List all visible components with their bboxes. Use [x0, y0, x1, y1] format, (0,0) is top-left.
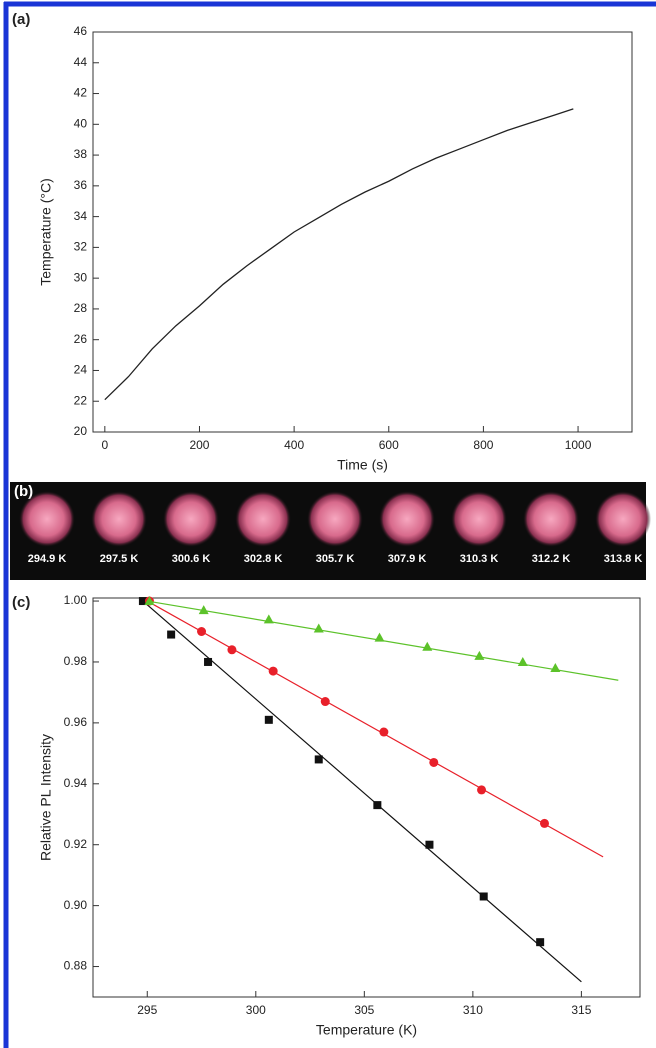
x-axis-title: Temperature (K) — [316, 1022, 417, 1038]
marker-circle — [477, 785, 487, 795]
fit-line — [146, 600, 604, 858]
x-tick-label: 305 — [354, 1003, 374, 1017]
strip-label: 297.5 K — [100, 553, 139, 565]
sample-glow — [595, 491, 651, 547]
strip-label: 313.8 K — [604, 553, 643, 565]
panel-label: (c) — [12, 594, 30, 611]
y-tick-label: 42 — [74, 86, 88, 100]
sample-glow — [19, 491, 75, 547]
y-tick-label: 34 — [74, 209, 88, 223]
marker-triangle — [313, 623, 324, 633]
fit-line — [142, 600, 582, 983]
marker-circle — [320, 697, 330, 707]
marker-circle — [379, 727, 389, 737]
y-tick-label: 0.96 — [64, 715, 88, 729]
x-tick-label: 400 — [284, 438, 304, 452]
x-tick-label: 0 — [101, 438, 108, 452]
marker-square — [204, 657, 213, 666]
marker-circle — [227, 645, 237, 655]
sample-glow — [451, 491, 507, 547]
y-tick-label: 0.98 — [64, 654, 88, 668]
y-tick-label: 32 — [74, 240, 88, 254]
panel-label: (a) — [12, 11, 30, 28]
plot-frame — [92, 597, 641, 998]
sample-glow — [91, 491, 147, 547]
x-tick-label: 800 — [473, 438, 493, 452]
x-tick-label: 600 — [379, 438, 399, 452]
strip-label: 300.6 K — [172, 553, 211, 565]
marker-circle — [197, 627, 207, 637]
x-axis-title: Time (s) — [337, 457, 388, 473]
marker-triangle — [422, 641, 433, 651]
strip-label: 305.7 K — [316, 553, 355, 565]
y-tick-label: 20 — [74, 424, 88, 438]
plot-frame — [92, 31, 633, 433]
temperature-curve — [104, 108, 574, 401]
y-tick-label: 40 — [74, 116, 88, 130]
x-tick-label: 1000 — [565, 438, 592, 452]
marker-square — [536, 938, 545, 947]
y-tick-label: 0.92 — [64, 837, 88, 851]
marker-circle — [268, 666, 278, 676]
y-tick-label: 0.94 — [64, 776, 88, 790]
marker-circle — [539, 818, 549, 828]
y-tick-label: 38 — [74, 147, 88, 161]
strip-label: 294.9 K — [28, 553, 67, 565]
y-tick-label: 26 — [74, 332, 88, 346]
marker-square — [167, 630, 176, 639]
x-tick-label: 295 — [137, 1003, 157, 1017]
y-tick-label: 28 — [74, 301, 88, 315]
y-axis-title: Temperature (°C) — [38, 178, 54, 286]
strip-label: 310.3 K — [460, 553, 499, 565]
marker-triangle — [474, 650, 485, 660]
sample-glow — [235, 491, 291, 547]
marker-square — [264, 715, 273, 724]
marker-square — [479, 892, 488, 901]
sample-glow — [163, 491, 219, 547]
sample-glow — [379, 491, 435, 547]
marker-square — [138, 597, 147, 606]
y-tick-label: 1.00 — [64, 593, 88, 607]
y-tick-label: 36 — [74, 178, 88, 192]
y-tick-label: 46 — [74, 24, 88, 38]
marker-square — [373, 801, 382, 810]
marker-square — [314, 755, 323, 764]
strip-label: 312.2 K — [532, 553, 571, 565]
x-tick-label: 200 — [189, 438, 209, 452]
marker-triangle — [198, 605, 209, 615]
x-tick-label: 315 — [571, 1003, 591, 1017]
marker-triangle — [374, 632, 385, 642]
y-tick-label: 24 — [74, 363, 88, 377]
y-tick-label: 22 — [74, 393, 88, 407]
x-tick-label: 300 — [246, 1003, 266, 1017]
marker-triangle — [144, 596, 155, 606]
y-axis-title: Relative PL Intensity — [38, 734, 54, 861]
marker-triangle — [550, 663, 561, 673]
strip-label: 307.9 K — [388, 553, 427, 565]
y-tick-label: 44 — [74, 55, 88, 69]
x-tick-label: 310 — [463, 1003, 483, 1017]
strip-label: 302.8 K — [244, 553, 283, 565]
y-tick-label: 30 — [74, 270, 88, 284]
y-tick-label: 0.88 — [64, 959, 88, 973]
sample-glow — [523, 491, 579, 547]
marker-circle — [429, 757, 439, 767]
marker-triangle — [517, 656, 528, 666]
y-tick-label: 0.90 — [64, 898, 88, 912]
marker-square — [425, 840, 434, 849]
marker-triangle — [263, 614, 274, 624]
panel-label: (b) — [14, 483, 33, 500]
sample-glow — [307, 491, 363, 547]
